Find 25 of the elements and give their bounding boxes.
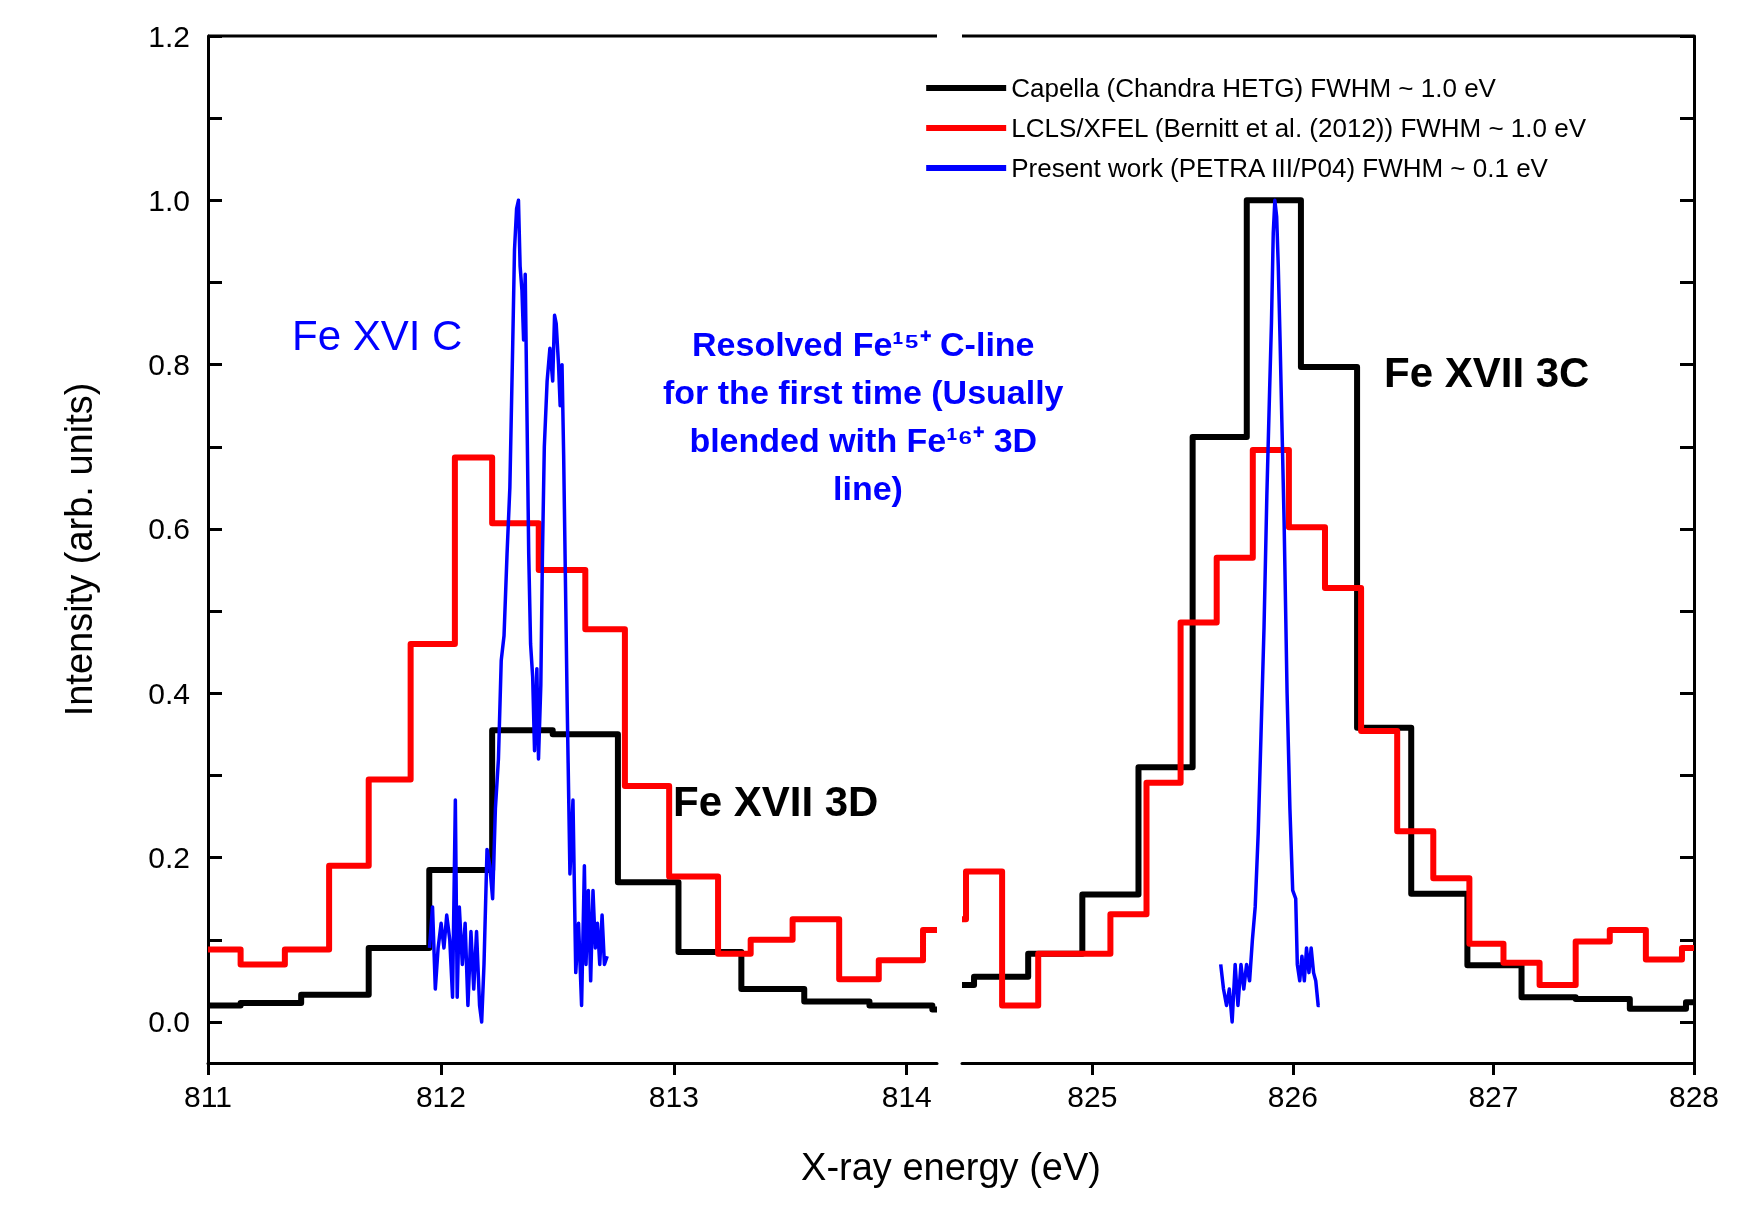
annotation: Fe XVII 3D [673, 777, 879, 825]
y-tick-label: 0.8 [148, 348, 190, 382]
x-tick-label: 811 [184, 1079, 232, 1113]
x-tick-label: 812 [415, 1079, 466, 1113]
annotation: Resolved Fe¹⁵⁺ C-line for the first time (Usually blended with Fe¹⁶⁺ 3D line) [663, 325, 1073, 507]
legend-label: Present work (PETRA III/P04) FWHM ~ 0.1 eV [1011, 153, 1549, 183]
x-tick-label: 825 [1067, 1079, 1118, 1113]
x-tick-label: 828 [1668, 1079, 1720, 1113]
line-series [427, 198, 609, 1024]
y-tick-label: 1.2 [148, 19, 190, 53]
x-tick-label: 813 [648, 1079, 699, 1113]
y-tick-label: 0.2 [148, 841, 190, 875]
annotation: Fe XVII 3C [1384, 348, 1590, 396]
x-tick-label: 826 [1267, 1079, 1318, 1113]
annotation: Fe XVI C [292, 311, 463, 359]
x-tick-label: 814 [881, 1079, 932, 1113]
legend-label: Capella (Chandra HETG) FWHM ~ 1.0 eV [1011, 73, 1497, 103]
y-tick-label: 0.0 [148, 1005, 190, 1039]
y-tick-label: 0.4 [148, 676, 190, 710]
y-tick-label: 1.0 [148, 183, 190, 217]
x-axis-title: X-ray energy (eV) [801, 1146, 1101, 1188]
y-tick-label: 0.6 [148, 512, 190, 546]
y-axis-title: Intensity (arb. units) [58, 382, 100, 717]
legend-label: LCLS/XFEL (Bernitt et al. (2012)) FWHM ~ 1.0 eV [1011, 113, 1587, 143]
x-tick-label: 827 [1468, 1079, 1519, 1113]
